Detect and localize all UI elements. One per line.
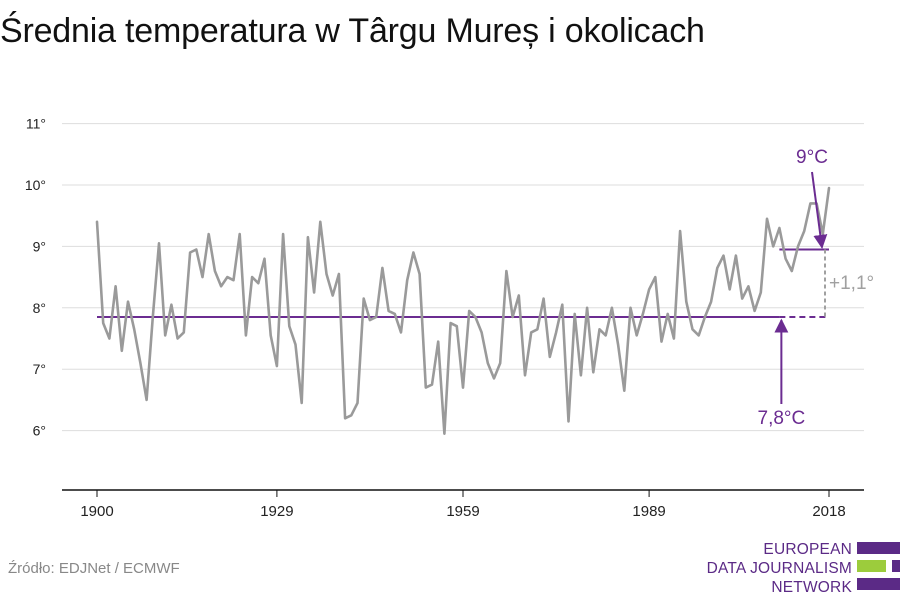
logo-line-2: DATA JOURNALISM (706, 560, 852, 577)
x-tick-label: 1959 (446, 503, 479, 520)
edjnet-logo: EUROPEAN DATA JOURNALISM NETWORK (690, 540, 900, 596)
y-tick-label: 9° (33, 238, 46, 254)
logo-line-3: NETWORK (771, 579, 852, 596)
logo-bar-edge (892, 560, 900, 572)
logo-text: EUROPEAN DATA JOURNALISM NETWORK (707, 540, 852, 597)
series (95, 186, 831, 436)
x-tick-label: 2018 (812, 503, 845, 520)
source-note: Źródło: EDJNet / ECMWF (8, 560, 180, 577)
reference-lines (97, 248, 829, 319)
logo-bar-bottom (857, 578, 900, 590)
label-baseline-mean: 7,8°C (758, 408, 806, 429)
y-tick-label: 10° (25, 177, 46, 193)
logo-bar-top (857, 542, 900, 554)
x-tick-label: 1900 (80, 503, 113, 520)
x-tick-label: 1989 (632, 503, 665, 520)
logo-line-1: EUROPEAN (763, 541, 852, 558)
temperature-series-line (95, 186, 831, 436)
logo-bar-middle (857, 560, 886, 572)
y-tick-label: 7° (33, 361, 46, 377)
y-tick-label: 11° (26, 116, 46, 132)
chart-title: Średnia temperatura w Târgu Mureș i okol… (0, 12, 705, 50)
gridlines (62, 123, 864, 432)
y-tick-label: 6° (33, 423, 46, 439)
arrow-recent-mean (811, 171, 828, 249)
x-axis: 1900 1929 1959 1989 2018 (62, 489, 864, 520)
label-difference: +1,1° (829, 273, 874, 294)
annotations: 9°C 7,8°C +1,1° (758, 147, 875, 429)
y-tick-label: 8° (33, 300, 46, 316)
line-chart: 6° 7° 8° 9° 10° 11° 1900 1929 1959 1989 2018 9°C 7… (25, 116, 875, 520)
y-axis-ticks: 6° 7° 8° 9° 10° 11° (25, 116, 46, 439)
label-recent-mean: 9°C (796, 147, 828, 168)
x-tick-label: 1929 (260, 503, 293, 520)
